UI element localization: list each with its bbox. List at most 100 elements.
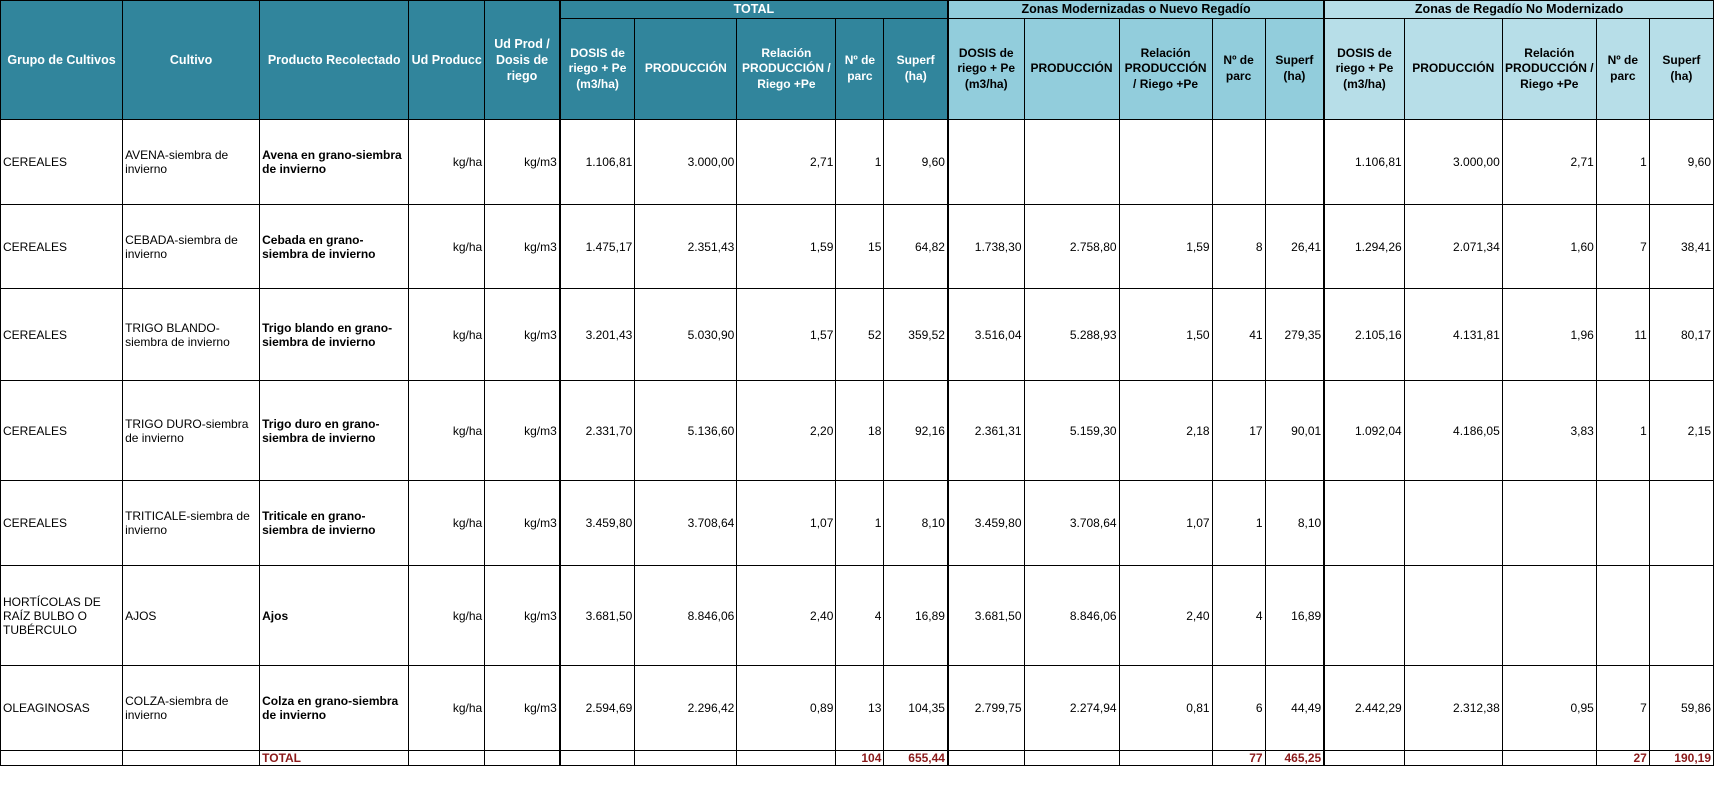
total-cell-empty [0, 750, 124, 766]
cell-cultivo: TRIGO DURO-siembra de invierno [122, 380, 261, 481]
cell-m-produccion: 2.758,80 [1023, 204, 1120, 289]
cell-m-relacion [1118, 119, 1213, 205]
cell-m-produccion: 5.288,93 [1023, 288, 1120, 381]
cell-t-superf: 359,52 [883, 288, 949, 381]
total-row: TOTAL 104 655,44 77 465,25 27 190,19 [0, 750, 1714, 766]
total-cell-empty [1501, 750, 1597, 766]
cell-m-dosis: 3.516,04 [946, 288, 1025, 381]
header-t-superf: Superf (ha) [883, 18, 949, 120]
cell-n-produccion: 4.131,81 [1403, 288, 1503, 381]
cell-t-superf: 104,35 [883, 665, 949, 751]
cell-m-superf: 44,49 [1264, 665, 1325, 751]
header-grupo: Grupo de Cultivos [0, 0, 124, 120]
header-n-superf: Superf (ha) [1648, 18, 1714, 120]
cell-t-produccion: 2.351,43 [634, 204, 738, 289]
cell-ud-producc: kg/ha [408, 480, 486, 566]
total-m-superf: 465,25 [1264, 750, 1325, 766]
cell-cultivo: AJOS [122, 565, 261, 666]
cell-t-superf: 8,10 [883, 480, 949, 566]
cell-n-superf: 38,41 [1648, 204, 1714, 289]
cell-t-nparc: 15 [835, 204, 885, 289]
header-producto: Producto Recolectado [259, 0, 410, 120]
header-n-relacion: Relación PRODUCCIÓN / Riego +Pe [1501, 18, 1597, 120]
cell-n-superf: 80,17 [1648, 288, 1714, 381]
cell-t-nparc: 13 [835, 665, 885, 751]
cell-n-superf [1648, 565, 1714, 666]
cell-t-produccion: 3.000,00 [634, 119, 738, 205]
header-ud-prod-dosis: Ud Prod / Dosis de riego [484, 0, 561, 120]
cell-m-produccion: 3.708,64 [1023, 480, 1120, 566]
table-row: CEREALES TRIGO DURO-siembra de invierno Tr… [0, 380, 1714, 481]
cell-t-dosis: 2.331,70 [558, 380, 636, 481]
total-n-nparc: 27 [1595, 750, 1650, 766]
cell-ud-prod-dosis: kg/m3 [484, 204, 561, 289]
cell-producto: Ajos [259, 565, 410, 666]
cell-grupo: CEREALES [0, 380, 124, 481]
cell-n-nparc: 7 [1595, 204, 1650, 289]
cell-t-produccion: 5.030,90 [634, 288, 738, 381]
total-cell-empty [408, 750, 486, 766]
cell-m-dosis: 2.361,31 [946, 380, 1025, 481]
cell-t-nparc: 1 [835, 119, 885, 205]
cell-m-nparc: 4 [1211, 565, 1266, 666]
cell-grupo: CEREALES [0, 288, 124, 381]
cell-m-superf: 279,35 [1264, 288, 1325, 381]
header-n-produccion: PRODUCCIÓN [1403, 18, 1503, 120]
cell-cultivo: TRITICALE-siembra de invierno [122, 480, 261, 566]
cell-n-dosis [1323, 480, 1405, 566]
cell-ud-producc: kg/ha [408, 119, 486, 205]
cell-ud-prod-dosis: kg/m3 [484, 288, 561, 381]
cell-n-dosis [1323, 565, 1405, 666]
cell-m-nparc [1211, 119, 1266, 205]
cell-ud-producc: kg/ha [408, 665, 486, 751]
cell-grupo: HORTÍCOLAS DE RAÍZ BULBO O TUBÉRCULO [0, 565, 124, 666]
cell-m-relacion: 2,40 [1118, 565, 1213, 666]
cell-m-dosis: 1.738,30 [946, 204, 1025, 289]
cell-t-produccion: 3.708,64 [634, 480, 738, 566]
cell-t-dosis: 2.594,69 [558, 665, 636, 751]
group-header-row: Grupo de Cultivos Cultivo Producto Recol… [0, 0, 1714, 120]
header-cultivo: Cultivo [122, 0, 261, 120]
header-m-produccion: PRODUCCIÓN [1023, 18, 1120, 120]
cell-producto: Trigo duro en grano-siembra de invierno [259, 380, 410, 481]
cell-grupo: CEREALES [0, 204, 124, 289]
header-t-dosis: DOSIS de riego + Pe (m3/ha) [558, 18, 636, 120]
header-m-nparc: Nº de parc [1211, 18, 1266, 120]
cell-t-dosis: 3.459,80 [558, 480, 636, 566]
cell-t-relacion: 2,71 [736, 119, 837, 205]
cell-n-produccion: 2.312,38 [1403, 665, 1503, 751]
cell-producto: Avena en grano-siembra de invierno [259, 119, 410, 205]
cell-n-dosis: 1.106,81 [1323, 119, 1405, 205]
cell-m-relacion: 2,18 [1118, 380, 1213, 481]
cell-t-produccion: 2.296,42 [634, 665, 738, 751]
header-n-dosis: DOSIS de riego + Pe (m3/ha) [1323, 18, 1405, 120]
cell-cultivo: COLZA-siembra de invierno [122, 665, 261, 751]
cell-m-nparc: 41 [1211, 288, 1266, 381]
header-m-superf: Superf (ha) [1264, 18, 1325, 120]
total-m-nparc: 77 [1211, 750, 1266, 766]
cell-t-dosis: 1.475,17 [558, 204, 636, 289]
cell-n-nparc: 1 [1595, 380, 1650, 481]
cell-m-superf: 90,01 [1264, 380, 1325, 481]
header-ud-producc: Ud Producc [408, 0, 486, 120]
cell-n-superf: 9,60 [1648, 119, 1714, 205]
cell-n-superf: 2,15 [1648, 380, 1714, 481]
header-t-nparc: Nº de parc [835, 18, 885, 120]
cell-m-dosis: 3.459,80 [946, 480, 1025, 566]
total-cell-empty [736, 750, 837, 766]
cell-grupo: CEREALES [0, 480, 124, 566]
cell-m-superf: 16,89 [1264, 565, 1325, 666]
cell-m-nparc: 8 [1211, 204, 1266, 289]
cell-m-produccion [1023, 119, 1120, 205]
cell-t-dosis: 1.106,81 [558, 119, 636, 205]
header-t-relacion: Relación PRODUCCIÓN / Riego +Pe [736, 18, 837, 120]
cell-m-nparc: 6 [1211, 665, 1266, 751]
cell-t-relacion: 1,57 [736, 288, 837, 381]
cell-n-produccion: 2.071,34 [1403, 204, 1503, 289]
cell-m-superf [1264, 119, 1325, 205]
cell-m-produccion: 5.159,30 [1023, 380, 1120, 481]
cell-ud-producc: kg/ha [408, 565, 486, 666]
cell-t-relacion: 1,07 [736, 480, 837, 566]
total-cell-empty [946, 750, 1025, 766]
cell-t-produccion: 5.136,60 [634, 380, 738, 481]
